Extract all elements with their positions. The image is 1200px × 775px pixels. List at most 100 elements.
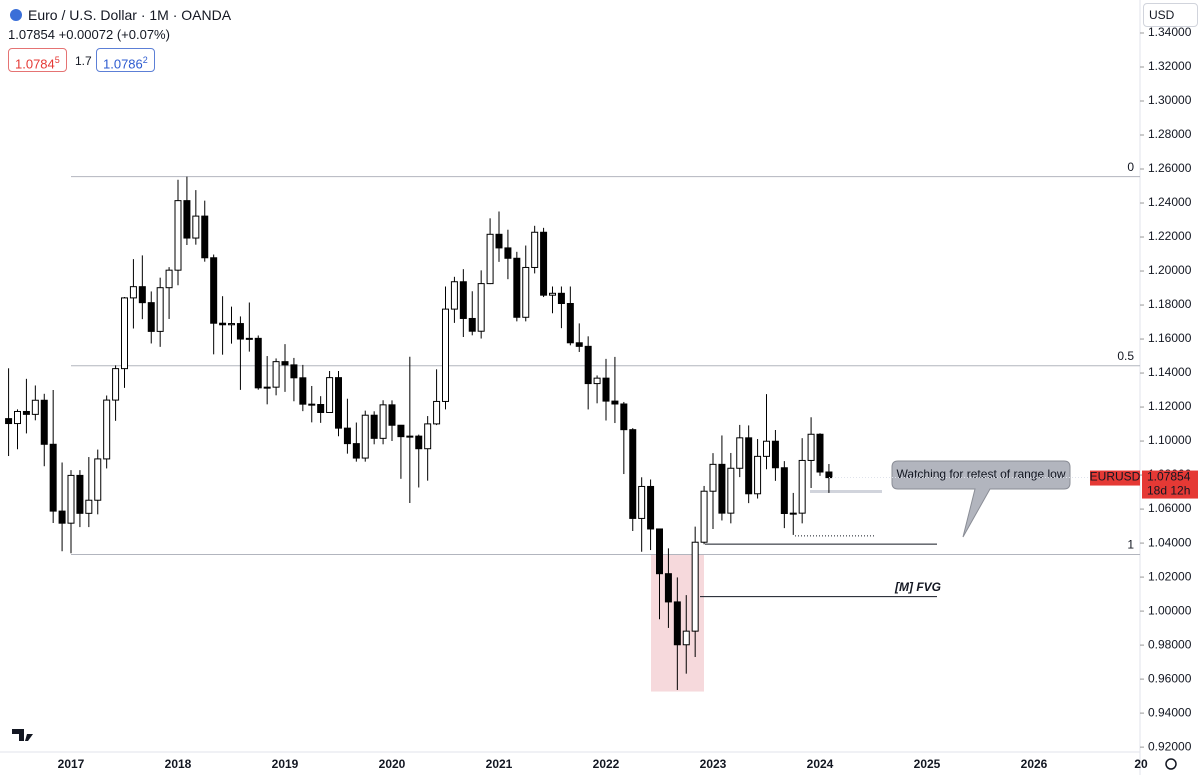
price-scale: [1140, 0, 1200, 775]
quote-change: +0.00072 (+0.07%): [58, 27, 170, 42]
y-tick-label: 0.98000: [1148, 637, 1192, 651]
candle-body: [112, 368, 120, 401]
spread: 1.7: [75, 54, 92, 68]
candle-body: [210, 257, 218, 324]
symbol-icon: [10, 9, 22, 21]
candle-body: [700, 490, 708, 543]
candle-body: [254, 337, 262, 389]
candle-body: [281, 361, 289, 366]
candle-body: [780, 467, 788, 514]
callout-text: Watching for retest of range low: [897, 467, 1066, 481]
candle-body: [763, 440, 770, 457]
candle-body: [656, 528, 663, 575]
y-tick-label: 1.26000: [1148, 161, 1192, 175]
symbol-tag-label: EURUSD: [1090, 470, 1141, 484]
candle-body: [807, 433, 815, 461]
candle-body: [727, 467, 735, 514]
y-tick-label: 0.96000: [1148, 671, 1192, 685]
candle-body: [629, 429, 637, 519]
candle-body: [31, 399, 39, 415]
candle-body: [183, 200, 191, 239]
ask: 1.0786: [103, 56, 143, 72]
candle-body: [228, 323, 235, 326]
plot-area: 0 0.5 1 [M] FVG Watching for retest of range…: [5, 160, 1140, 692]
candle-body: [370, 414, 378, 439]
candle-body: [468, 317, 476, 332]
quote-price: 1.07854: [8, 27, 55, 42]
x-tick-label: 2019: [272, 757, 299, 771]
candle-body: [531, 231, 539, 268]
candle-body: [620, 403, 628, 431]
candle-body: [664, 573, 672, 603]
candle-body: [290, 364, 298, 379]
candle-body: [201, 215, 209, 259]
candle-body: [638, 485, 646, 519]
y-tick-label: 1.00000: [1148, 603, 1192, 617]
candle-body: [174, 200, 182, 271]
x-tick-label: 2025: [914, 757, 941, 771]
candle-body: [602, 377, 610, 402]
y-tick-label: 1.10000: [1148, 433, 1192, 447]
callout-bubble: [891, 460, 1071, 538]
candle-body: [245, 337, 253, 340]
candle-body: [611, 400, 619, 405]
y-tick-label: 1.02000: [1148, 569, 1192, 583]
candle-body: [85, 499, 93, 514]
candle-body: [5, 418, 13, 425]
fib-label: 1: [1127, 538, 1134, 552]
candle-body: [647, 485, 655, 530]
candle-body: [557, 292, 565, 305]
y-tick-label: 1.22000: [1148, 229, 1192, 243]
candle-body: [343, 427, 351, 445]
y-tick-label: 0.92000: [1148, 739, 1192, 753]
candle-body: [22, 410, 30, 415]
bid-pip: 5: [54, 55, 60, 65]
fib-label: 0: [1127, 160, 1134, 174]
candle-body: [406, 435, 414, 438]
candle-body: [575, 342, 583, 347]
candle-body: [789, 512, 797, 515]
candle-body: [682, 630, 690, 646]
candle-body: [14, 410, 21, 425]
candle-body: [549, 292, 556, 296]
candle-body: [442, 308, 449, 402]
candle-body: [308, 403, 316, 406]
x-tick-label: 20: [1134, 757, 1148, 771]
candle-body: [486, 233, 494, 285]
candle-body: [49, 443, 57, 512]
candle-body: [450, 281, 458, 310]
currency-dropdown[interactable]: USD: [1143, 3, 1198, 27]
candle-body: [138, 286, 146, 304]
bid-button[interactable]: 1.07845: [8, 48, 67, 72]
candle-body: [156, 287, 164, 332]
quote: 1.07854 +0.00072 (+0.07%): [8, 27, 170, 42]
tv-logo: [12, 729, 33, 741]
candle-body: [433, 400, 441, 425]
candle-body: [263, 386, 271, 389]
candle-body: [192, 215, 200, 239]
y-tick-label: 0.94000: [1148, 705, 1192, 719]
ask-pip: 2: [142, 55, 148, 65]
y-tick-label: 1.24000: [1148, 195, 1192, 209]
x-tick-label: 2018: [165, 757, 192, 771]
y-tick-label: 1.06000: [1148, 501, 1192, 515]
candle-body: [584, 345, 592, 385]
x-tick-label: 2024: [807, 757, 834, 771]
y-tick-label: 1.04000: [1148, 535, 1192, 549]
candle-body: [771, 440, 779, 469]
x-tick-label: 2026: [1021, 757, 1048, 771]
y-tick-label: 1.30000: [1148, 93, 1192, 107]
candle-body: [736, 437, 744, 469]
candle-body: [825, 471, 833, 479]
candle-body: [745, 437, 753, 495]
candle-body: [495, 233, 503, 249]
y-tick-label: 1.32000: [1148, 59, 1192, 73]
y-tick-label: 1.14000: [1148, 365, 1192, 379]
callout: Watching for retest of range low: [891, 460, 1071, 538]
candle-body: [513, 257, 521, 318]
ask-button[interactable]: 1.07862: [96, 48, 155, 72]
candle-body: [709, 463, 717, 492]
candle-body: [236, 323, 244, 340]
y-tick-label: 1.28000: [1148, 127, 1192, 141]
